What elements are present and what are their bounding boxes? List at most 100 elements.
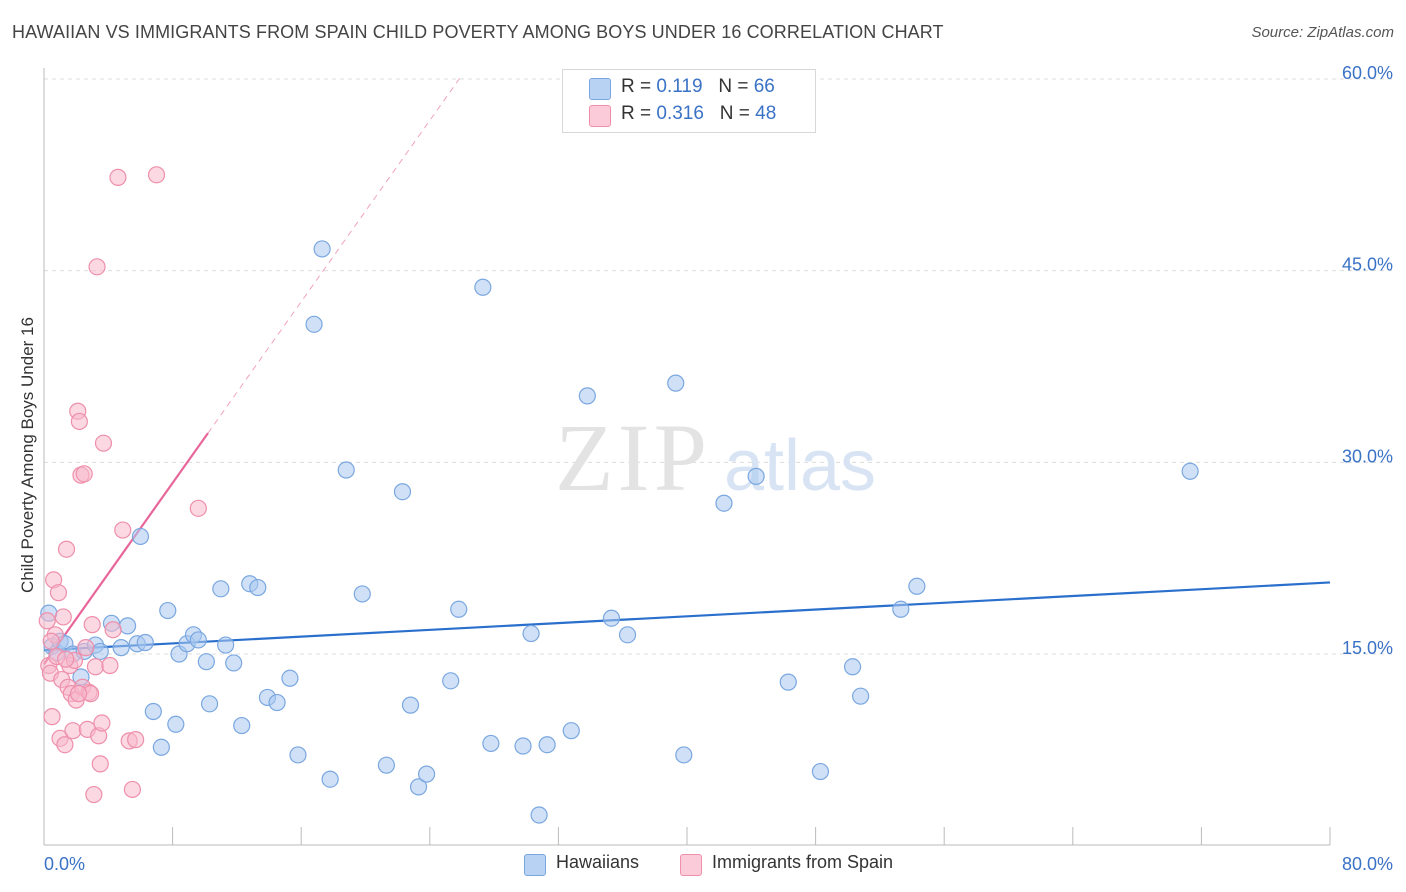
source-label: Source: ZipAtlas.com [1251,24,1394,41]
y-tick-label: 45.0% [1342,255,1393,275]
point-spain [70,412,88,431]
point-spain [38,612,56,630]
watermark: ZIP atlas [555,404,876,511]
point-hawaiians [212,580,230,598]
point-hawaiians [217,636,235,654]
point-hawaiians [167,715,185,733]
point-spain [114,521,132,539]
point-hawaiians [233,716,251,735]
point-spain [147,166,166,184]
point-spain [49,584,68,602]
point-spain [43,708,61,726]
point-hawaiians [313,240,331,258]
point-spain [85,785,103,804]
point-hawaiians [225,654,243,672]
trend-line-spain-projection [207,74,463,434]
point-spain [94,434,113,452]
point-hawaiians [200,695,219,713]
y-axis-label: Child Poverty Among Boys Under 16 [18,317,37,593]
point-hawaiians [136,633,154,652]
data-points [38,166,1199,824]
stats-legend: R = 0.119 N = 66 R = 0.316 N = 48 [562,69,816,133]
spain-swatch [680,854,702,876]
point-hawaiians [522,624,540,643]
tick-labels: 15.0% 30.0% 45.0% 60.0% 0.0% 80.0% [44,63,1393,874]
stats-text: R = 0.316 N = 48 [621,103,776,125]
chart-title: HAWAIIAN VS IMMIGRANTS FROM SPAIN CHILD … [12,22,944,42]
point-hawaiians [337,461,355,479]
point-hawaiians [514,737,532,755]
series-legend: Hawaiians Immigrants from Spain [0,852,1406,878]
point-spain [88,258,106,276]
trend-line-spain [43,432,209,665]
point-spain [57,540,76,558]
n-label: N = [718,76,754,97]
point-hawaiians [159,601,177,620]
spain-swatch [589,105,611,127]
point-spain [77,639,95,657]
trend-line-hawaiians [43,581,1331,652]
point-spain [69,685,88,703]
r-value: 0.316 [656,103,704,124]
point-hawaiians [401,696,420,714]
legend-label: Hawaiians [556,852,640,872]
point-hawaiians [409,778,428,796]
point-hawaiians [197,653,215,671]
x-tick-label: 80.0% [1342,854,1393,874]
point-hawaiians [562,722,580,740]
point-hawaiians [908,577,926,595]
point-spain [57,650,75,668]
point-hawaiians [289,746,307,764]
point-hawaiians [715,494,733,512]
point-hawaiians [268,693,286,712]
point-hawaiians [91,642,109,661]
hawaiians-swatch [524,854,546,876]
point-spain [123,780,142,799]
point-hawaiians [538,736,556,754]
point-hawaiians [1181,462,1199,480]
point-spain [104,621,122,639]
trend-lines [43,74,1331,665]
point-spain [101,656,119,675]
point-hawaiians [131,527,150,546]
point-hawaiians [393,483,412,501]
point-hawaiians [602,609,621,627]
point-spain [42,632,60,650]
point-hawaiians [618,626,637,644]
hawaiians-swatch [589,78,611,100]
point-hawaiians [377,756,395,774]
point-hawaiians [675,746,693,764]
point-hawaiians [249,578,267,597]
point-spain [83,616,101,634]
point-hawaiians [353,585,371,603]
watermark-zip: ZIP [555,404,711,511]
point-hawaiians [189,631,207,649]
point-spain [75,465,93,483]
point-hawaiians [144,702,162,721]
point-hawaiians [578,387,596,405]
point-hawaiians [474,278,492,296]
y-tick-label: 15.0% [1342,638,1393,658]
point-spain [189,499,207,517]
n-value: 66 [753,76,775,97]
point-hawaiians [852,687,870,705]
point-spain [91,755,109,773]
point-hawaiians [281,669,299,687]
r-value: 0.119 [656,76,703,97]
x-tick-label: 0.0% [44,854,85,874]
point-spain [93,714,111,732]
point-hawaiians [450,600,468,618]
legend-label: Immigrants from Spain [712,852,894,872]
point-hawaiians [442,672,460,690]
stats-text: R = 0.119 N = 66 [621,76,775,98]
point-hawaiians [892,600,910,618]
point-spain [109,168,127,186]
watermark-atlas: atlas [724,426,876,506]
point-hawaiians [811,762,830,781]
r-label: R = [621,76,657,97]
n-value: 48 [755,103,777,124]
point-hawaiians [667,374,685,392]
point-hawaiians [417,765,436,783]
point-hawaiians [321,770,339,788]
